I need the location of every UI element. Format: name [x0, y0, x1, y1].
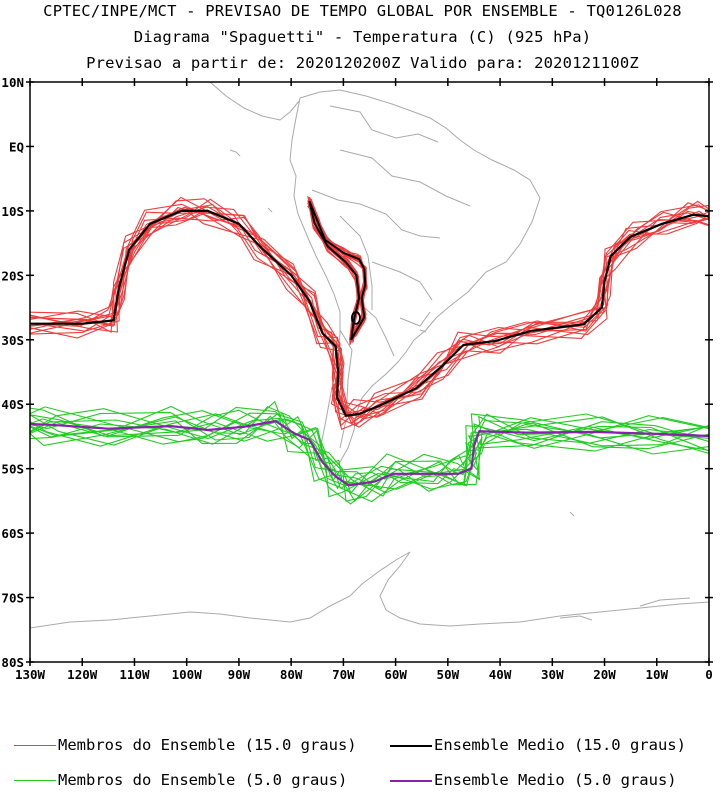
mean-15-contour [30, 209, 709, 418]
antarctic-islands [559, 511, 691, 621]
legend-swatch-members5 [14, 780, 56, 781]
map-background [30, 82, 709, 662]
lat-tick-label: 50S [1, 462, 24, 477]
lon-tick-label: 40W [489, 667, 512, 682]
member-5-contour [30, 413, 709, 497]
lon-tick-label: 120W [67, 667, 98, 682]
lon-tick-label: 80W [280, 667, 303, 682]
member-5-contour [30, 406, 709, 505]
legend-mean5: Ensemble Medio (5.0 graus) [390, 771, 677, 789]
legend-members15: Membros do Ensemble (15.0 graus) [14, 736, 357, 754]
legend-label-members5: Membros do Ensemble (5.0 graus) [58, 771, 348, 789]
title-line-2: Diagrama "Spaguetti" - Temperatura (C) (… [133, 28, 592, 46]
lat-tick-label: 10S [1, 204, 24, 219]
mean-15-small-contour [351, 310, 361, 325]
lat-tick-label: 40S [1, 397, 24, 412]
legend-label-mean5: Ensemble Medio (5.0 graus) [434, 771, 677, 789]
lon-tick-label: 70W [332, 667, 355, 682]
map-frame [29, 81, 710, 663]
coastlines [30, 82, 709, 629]
lon-tick-label: 110W [119, 667, 150, 682]
lon-tick-label: 0 [705, 667, 713, 682]
lon-tick-label: 10W [645, 667, 668, 682]
title-line-3: Previsao a partir de: 2020120200Z Valido… [86, 54, 639, 72]
legend-label-members15: Membros do Ensemble (15.0 graus) [58, 736, 357, 754]
member-15-contour [30, 204, 709, 420]
lon-tick-label: 60W [384, 667, 407, 682]
member-15-contour [30, 204, 709, 424]
south-america-coast [289, 89, 541, 471]
member-5-contour [30, 409, 709, 498]
lon-tick-label: 30W [541, 667, 564, 682]
legend-mean15: Ensemble Medio (15.0 graus) [390, 736, 686, 754]
lat-tick-label: 80S [1, 655, 24, 670]
means-group [30, 200, 709, 487]
member-5-contour [30, 408, 709, 495]
member-5-contour [30, 407, 709, 485]
lat-tick-label: 20S [1, 268, 24, 283]
legend-members5: Membros do Ensemble (5.0 graus) [14, 771, 347, 789]
lon-tick-label: 90W [228, 667, 251, 682]
antarctica-coast [30, 551, 709, 629]
legend-swatch-members15 [14, 745, 56, 746]
lon-tick-label: 130W [15, 667, 46, 682]
central-america-coast [209, 82, 301, 121]
title-line-1: CPTEC/INPE/MCT - PREVISAO DE TEMPO GLOBA… [43, 2, 682, 20]
lat-tick-label: 10N [1, 75, 24, 90]
member-5-contour [30, 405, 709, 490]
legend-swatch-mean15 [390, 744, 432, 747]
country-borders [311, 105, 471, 449]
islands [229, 149, 427, 333]
lat-tick-label: 30S [1, 333, 24, 348]
lat-tick-label: 70S [1, 591, 24, 606]
lat-tick-label: 60S [1, 526, 24, 541]
lat-tick-label: EQ [9, 139, 24, 154]
lon-tick-label: 20W [593, 667, 616, 682]
lon-tick-label: 50W [437, 667, 460, 682]
member-15-contour [30, 202, 709, 428]
mean-15-andes-contour [308, 200, 367, 341]
legend-swatch-mean5 [390, 779, 432, 782]
members-15-group [30, 195, 709, 431]
member-5-contour [30, 412, 709, 502]
legend-label-mean15: Ensemble Medio (15.0 graus) [434, 736, 686, 754]
lon-tick-label: 100W [172, 667, 203, 682]
mean-5-contour [30, 419, 709, 487]
